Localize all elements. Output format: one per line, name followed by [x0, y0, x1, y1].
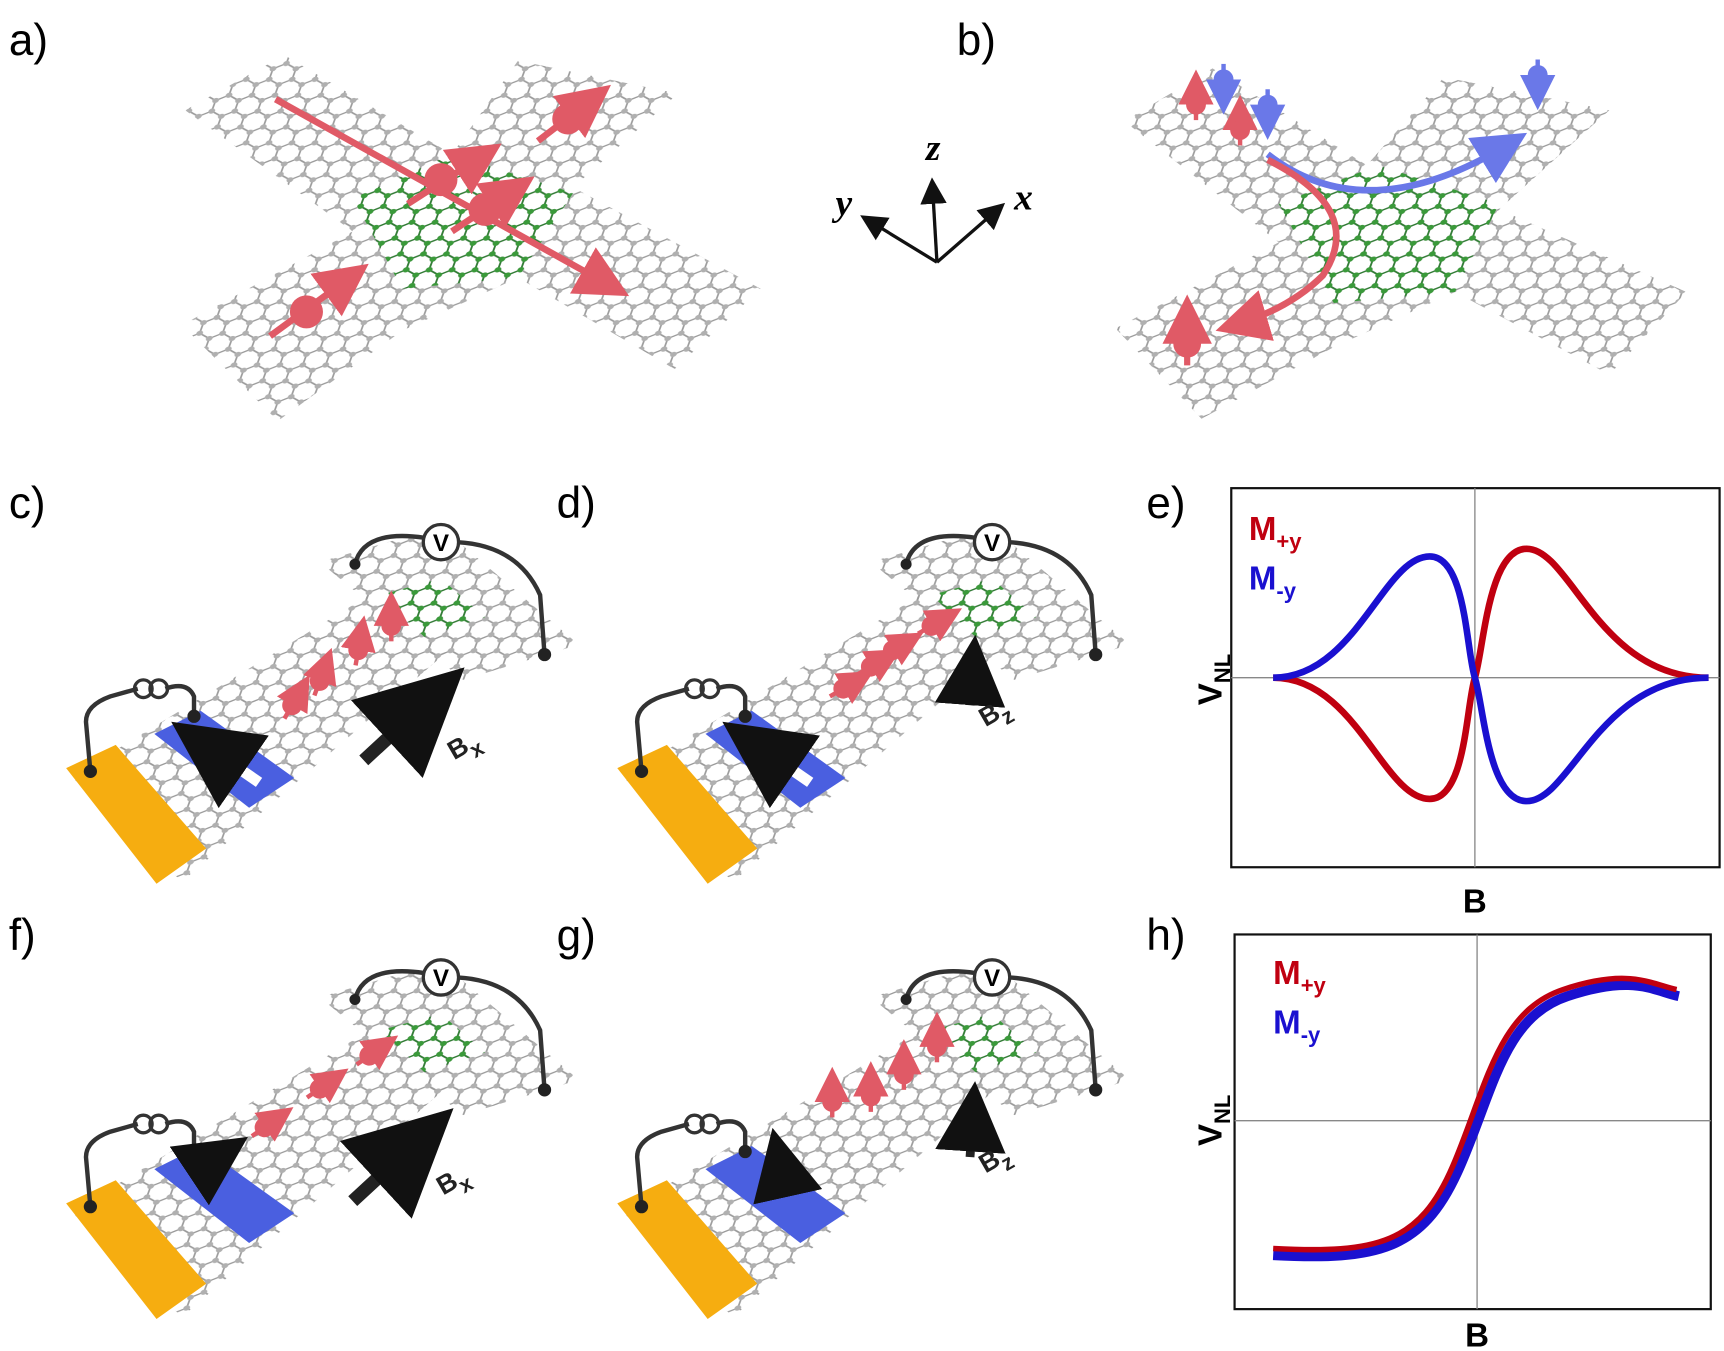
panel-label: c): [9, 479, 46, 528]
axes-triad: z y x: [832, 128, 1033, 264]
field-label: Bz: [973, 1138, 1018, 1186]
axis-y: y: [832, 183, 853, 224]
legend-entry: M-y: [1273, 1005, 1321, 1048]
panel-label: e): [1146, 479, 1185, 528]
y-axis-label: VNL: [1192, 654, 1235, 705]
panel-label: g): [557, 911, 596, 960]
legend-sub: +y: [1301, 973, 1327, 998]
legend-main: M: [1249, 561, 1277, 598]
voltmeter-label: V: [433, 530, 449, 557]
cross-a: [181, 55, 761, 421]
voltmeter-label: V: [433, 965, 449, 992]
plot-e: M+y M-y VNL B: [1192, 487, 1721, 920]
panel-label: d): [557, 479, 596, 528]
legend-main: M: [1249, 511, 1277, 548]
device-c: [66, 525, 579, 884]
field-label: Bx: [442, 724, 489, 773]
field-label: Bz: [973, 691, 1018, 739]
legend-entry: M+y: [1249, 511, 1302, 554]
axis-z: z: [924, 128, 941, 169]
panel-label: f): [9, 911, 36, 960]
x-axis-label: B: [1465, 1318, 1489, 1351]
cross-b: [1115, 60, 1687, 419]
legend-main: M: [1273, 955, 1301, 992]
legend-entry: M+y: [1273, 955, 1326, 998]
legend-main: M: [1273, 1005, 1301, 1042]
y-axis-label: VNL: [1192, 1095, 1235, 1146]
label-sub: NL: [1210, 654, 1235, 683]
legend-sub: +y: [1276, 529, 1302, 554]
voltmeter-label: V: [984, 965, 1000, 992]
legend-sub: -y: [1276, 578, 1296, 603]
label-main: V: [1192, 1124, 1229, 1146]
label-main: V: [1192, 683, 1229, 705]
axis-x: x: [1013, 177, 1033, 218]
panel-label: a): [9, 16, 48, 65]
label-sub: NL: [1210, 1095, 1235, 1124]
x-axis-label: B: [1463, 883, 1487, 920]
device-f: [66, 960, 579, 1319]
voltmeter-label: V: [984, 530, 1000, 557]
field-label: Bx: [431, 1159, 478, 1208]
panel-label: b): [957, 16, 996, 65]
device-g: [617, 960, 1130, 1319]
legend-sub: -y: [1301, 1022, 1321, 1047]
legend-entry: M-y: [1249, 561, 1297, 604]
plot-h: M+y M-y VNL B: [1192, 933, 1712, 1351]
panel-label: h): [1146, 911, 1185, 960]
device-d: [617, 525, 1130, 884]
